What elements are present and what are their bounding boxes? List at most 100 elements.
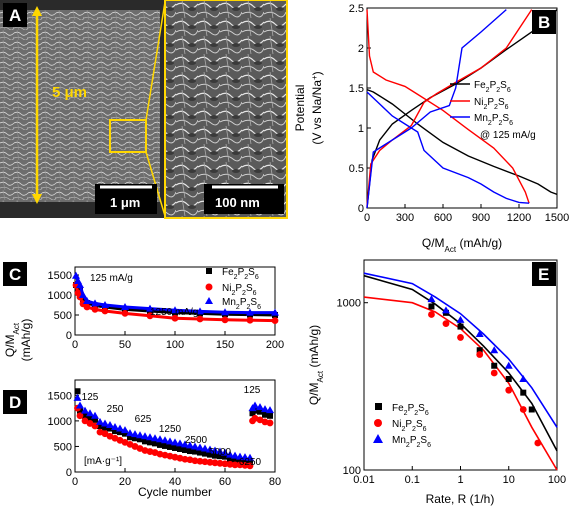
rate-label: 250 xyxy=(107,404,124,415)
data-point-fe2p2s6 xyxy=(528,406,535,413)
data-point-fe2p2s6 xyxy=(267,412,273,419)
data-point-mn2p2s6 xyxy=(146,433,154,441)
data-point-fe2p2s6 xyxy=(152,440,158,447)
panel-a-label: A xyxy=(9,6,21,25)
data-point-ni2p2s6 xyxy=(428,311,435,318)
panel-c-note-mid: 1250 mA/g xyxy=(150,307,198,318)
data-point-mn2p2s6 xyxy=(196,443,204,451)
series-line-fe2p2s6 xyxy=(366,9,558,209)
data-point-ni2p2s6 xyxy=(226,460,234,468)
data-point-mn2p2s6 xyxy=(171,438,179,446)
data-point-fe2p2s6 xyxy=(107,425,113,432)
data-point-ni2p2s6 xyxy=(101,307,109,315)
data-point-mn2p2s6 xyxy=(146,304,154,312)
data-point-mn2p2s6 xyxy=(151,434,159,442)
zoom-guide-top xyxy=(145,1,166,121)
data-point-mn2p2s6 xyxy=(490,346,499,354)
data-point-mn2p2s6 xyxy=(256,403,264,411)
data-point-mn2p2s6 xyxy=(504,361,513,369)
y-tick-label: 500 xyxy=(54,310,72,322)
rate-label: 625 xyxy=(135,414,152,425)
data-point-mn2p2s6 xyxy=(176,439,184,447)
panel-b-label: B xyxy=(538,13,550,32)
panel-d: 0 20 40 60 80 0 500 1000 1500 125 250 625 125025005… xyxy=(3,379,282,499)
panel-b-badge xyxy=(532,10,556,34)
data-point-fe2p2s6 xyxy=(172,444,178,451)
data-point-mn2p2s6 xyxy=(226,450,234,458)
data-point-ni2p2s6 xyxy=(519,406,527,413)
x-tick-label: 0 xyxy=(72,476,78,488)
series-line-fe2p2s6 xyxy=(366,88,558,196)
data-point-mn2p2s6 xyxy=(96,417,104,425)
data-point-ni2p2s6 xyxy=(196,315,204,323)
data-point-ni2p2s6 xyxy=(196,457,204,465)
series-line-ni2p2s6 xyxy=(366,9,530,204)
legend-fe-label: Fe2P2S6 xyxy=(222,267,259,281)
panel-a-badge xyxy=(3,3,27,27)
panel-d-plot xyxy=(73,388,274,470)
y-tick-label: 500 xyxy=(54,441,72,453)
data-point-fe2p2s6 xyxy=(162,442,168,449)
data-point-fe2p2s6 xyxy=(77,407,83,414)
panel-c-note-top: 125 mA/g xyxy=(90,273,133,284)
data-point-fe2p2s6 xyxy=(428,303,435,310)
data-point-mn2p2s6 xyxy=(266,406,274,414)
panel-cd-ylabel-line1: Q/MAct xyxy=(3,322,21,357)
data-point-fe2p2s6 xyxy=(157,441,163,448)
data-point-ni2p2s6 xyxy=(191,457,199,465)
data-point-mn2p2s6 xyxy=(251,401,259,409)
data-point-mn2p2s6 xyxy=(136,431,144,439)
data-point-mn2p2s6 xyxy=(186,441,194,449)
data-point-fe2p2s6 xyxy=(505,375,512,382)
sem-image-zoom xyxy=(165,0,287,218)
x-tick-label: 150 xyxy=(216,339,234,351)
panel-e-axes: 0.01 0.1 1 10 100 100 1000 xyxy=(337,298,567,486)
data-point-mn2p2s6 xyxy=(271,308,279,316)
data-point-mn2p2s6 xyxy=(83,297,91,304)
data-point-mn2p2s6 xyxy=(519,374,528,382)
panel-e-ylabel: Q/MAct (mAh/g) xyxy=(307,325,325,405)
data-point-fe2p2s6 xyxy=(122,430,128,437)
zoom-region-box xyxy=(109,119,147,153)
legend-ni-marker xyxy=(205,283,213,291)
data-point-mn2p2s6 xyxy=(456,315,465,323)
legend-mn-marker xyxy=(373,434,383,443)
panel-d-axes: 0 20 40 60 80 0 500 1000 1500 xyxy=(48,390,282,488)
fit-curve xyxy=(363,272,558,428)
legend-fe-label: Fe2P2S6 xyxy=(392,403,429,417)
rate-label: 2500 xyxy=(185,435,208,446)
x-tick-label: 0 xyxy=(72,339,78,351)
x-tick-label: 300 xyxy=(396,212,414,224)
data-point-mn2p2s6 xyxy=(427,295,436,303)
legend-fe-marker xyxy=(375,403,382,410)
legend-mn-label: Mn2P2S6 xyxy=(474,113,513,127)
data-point-fe2p2s6 xyxy=(222,453,228,460)
rate-label: 6250 xyxy=(239,457,262,468)
data-point-mn2p2s6 xyxy=(261,405,269,413)
data-point-mn2p2s6 xyxy=(131,430,139,438)
legend-mn-marker xyxy=(205,297,213,304)
data-point-fe2p2s6 xyxy=(177,446,183,452)
data-point-ni2p2s6 xyxy=(246,316,254,324)
fit-curve xyxy=(363,296,558,471)
data-point-ni2p2s6 xyxy=(81,417,89,425)
scalebar-1-label: 1 μm xyxy=(110,195,140,210)
data-point-mn2p2s6 xyxy=(126,429,134,437)
x-tick-label: 1200 xyxy=(507,212,531,224)
data-point-mn2p2s6 xyxy=(441,306,450,314)
panel-b-frame xyxy=(366,7,558,209)
x-tick-label: 0 xyxy=(364,212,370,224)
data-point-mn2p2s6 xyxy=(161,436,169,444)
data-point-fe2p2s6 xyxy=(187,448,193,455)
data-point-fe2p2s6 xyxy=(74,388,81,395)
data-point-fe2p2s6 xyxy=(242,457,248,464)
panel-cd-ylabel-line2: (mAh/g) xyxy=(19,319,33,362)
data-point-ni2p2s6 xyxy=(246,462,254,470)
data-point-ni2p2s6 xyxy=(221,460,229,468)
data-point-ni2p2s6 xyxy=(266,419,274,427)
sem-image-main xyxy=(0,10,160,202)
data-point-mn2p2s6 xyxy=(116,424,124,432)
data-point-mn2p2s6 xyxy=(101,301,109,308)
data-point-fe2p2s6 xyxy=(117,429,123,436)
panel-b-ylabel-line2: (V vs Na/Na+) xyxy=(310,71,325,144)
